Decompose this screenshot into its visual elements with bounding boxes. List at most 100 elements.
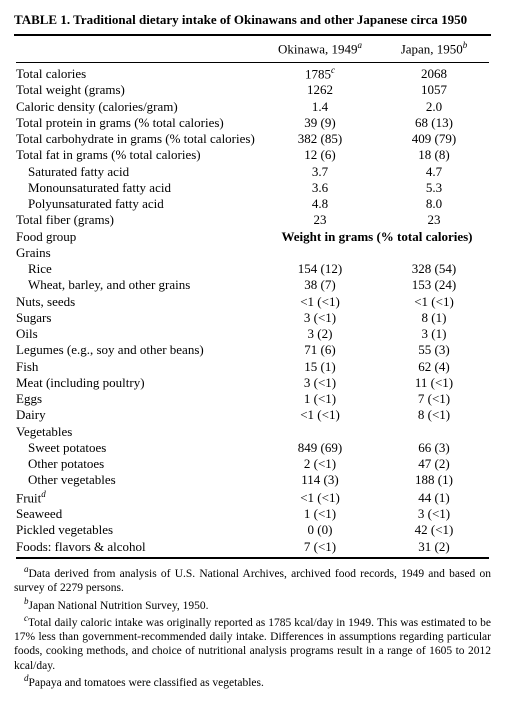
table-row: Eggs1 (<1)7 (<1)	[14, 391, 491, 407]
row-label: Legumes (e.g., soy and other beans)	[14, 342, 263, 358]
cell-okinawa: 4.8	[263, 196, 377, 212]
cell-okinawa: 382 (85)	[263, 131, 377, 147]
cell-japan: 44 (1)	[377, 489, 491, 507]
row-label: Sweet potatoes	[14, 440, 263, 456]
row-label: Other vegetables	[14, 472, 263, 488]
row-label: Total weight (grams)	[14, 82, 263, 98]
table-row: Total fiber (grams)2323	[14, 212, 491, 228]
cell-japan: 42 (<1)	[377, 522, 491, 538]
table-row: Total calories1785c2068	[14, 65, 491, 83]
table-row: Grains	[14, 245, 491, 261]
cell-japan: 18 (8)	[377, 147, 491, 163]
row-label: Meat (including poultry)	[14, 375, 263, 391]
food-group-label: Food group	[14, 229, 263, 245]
cell-japan: 8 (1)	[377, 310, 491, 326]
cell-okinawa: 12 (6)	[263, 147, 377, 163]
cell-japan: 3 (<1)	[377, 506, 491, 522]
data-table: Okinawa, 1949a Japan, 1950b Total calori…	[14, 38, 491, 561]
row-label: Eggs	[14, 391, 263, 407]
cell-japan: 328 (54)	[377, 261, 491, 277]
column-header-row: Okinawa, 1949a Japan, 1950b	[14, 38, 491, 60]
cell-japan: 68 (13)	[377, 115, 491, 131]
table-row: Caloric density (calories/gram)1.42.0	[14, 99, 491, 115]
cell-okinawa: 849 (69)	[263, 440, 377, 456]
cell-japan: 8 (<1)	[377, 407, 491, 423]
cell-japan: 3 (1)	[377, 326, 491, 342]
row-label: Foods: flavors & alcohol	[14, 539, 263, 555]
row-label: Nuts, seeds	[14, 294, 263, 310]
cell-okinawa: 154 (12)	[263, 261, 377, 277]
cell-okinawa: 3.7	[263, 164, 377, 180]
table-row: Sugars3 (<1)8 (1)	[14, 310, 491, 326]
table-row: Total fat in grams (% total calories)12 …	[14, 147, 491, 163]
table-row: Other vegetables114 (3)188 (1)	[14, 472, 491, 488]
footnotes: aData derived from analysis of U.S. Nati…	[14, 561, 491, 690]
table-row: Seaweed1 (<1)3 (<1)	[14, 506, 491, 522]
table-row: Pickled vegetables0 (0)42 (<1)	[14, 522, 491, 538]
table-row: Total weight (grams)12621057	[14, 82, 491, 98]
cell-japan: 62 (4)	[377, 359, 491, 375]
row-label: Caloric density (calories/gram)	[14, 99, 263, 115]
table-row: Dairy<1 (<1)8 (<1)	[14, 407, 491, 423]
cell-okinawa: 1 (<1)	[263, 506, 377, 522]
cell-japan: 66 (3)	[377, 440, 491, 456]
cell-japan: 409 (79)	[377, 131, 491, 147]
row-label: Pickled vegetables	[14, 522, 263, 538]
row-label: Total protein in grams (% total calories…	[14, 115, 263, 131]
cell-okinawa: 2 (<1)	[263, 456, 377, 472]
cell-okinawa: 1.4	[263, 99, 377, 115]
cell-okinawa: 114 (3)	[263, 472, 377, 488]
footnote: aData derived from analysis of U.S. Nati…	[14, 564, 491, 596]
rule-top	[14, 34, 491, 36]
footnote: dPapaya and tomatoes were classified as …	[14, 673, 491, 690]
row-label: Vegetables	[14, 424, 263, 440]
table-row: Nuts, seeds<1 (<1)<1 (<1)	[14, 294, 491, 310]
food-group-header-row: Food group Weight in grams (% total calo…	[14, 229, 491, 245]
table-row: Foods: flavors & alcohol7 (<1)31 (2)	[14, 539, 491, 555]
cell-okinawa: 0 (0)	[263, 522, 377, 538]
rule-bottom	[16, 557, 489, 559]
row-label: Other potatoes	[14, 456, 263, 472]
cell-japan: 2068	[377, 65, 491, 83]
cell-japan: 55 (3)	[377, 342, 491, 358]
cell-japan: 188 (1)	[377, 472, 491, 488]
cell-japan: 31 (2)	[377, 539, 491, 555]
row-label: Total carbohydrate in grams (% total cal…	[14, 131, 263, 147]
table-row: Other potatoes2 (<1)47 (2)	[14, 456, 491, 472]
cell-japan: 153 (24)	[377, 277, 491, 293]
cell-japan: 11 (<1)	[377, 375, 491, 391]
table-row: Monounsaturated fatty acid3.65.3	[14, 180, 491, 196]
cell-okinawa: <1 (<1)	[263, 294, 377, 310]
cell-japan: 7 (<1)	[377, 391, 491, 407]
row-label: Total fat in grams (% total calories)	[14, 147, 263, 163]
col-header-okinawa: Okinawa, 1949a	[263, 38, 377, 60]
cell-okinawa: 1785c	[263, 65, 377, 83]
cell-japan: <1 (<1)	[377, 294, 491, 310]
table-row: Sweet potatoes849 (69)66 (3)	[14, 440, 491, 456]
row-label: Monounsaturated fatty acid	[14, 180, 263, 196]
row-label: Seaweed	[14, 506, 263, 522]
col-header-japan: Japan, 1950b	[377, 38, 491, 60]
cell-okinawa: 23	[263, 212, 377, 228]
cell-okinawa: 7 (<1)	[263, 539, 377, 555]
table-row: Fish15 (1)62 (4)	[14, 359, 491, 375]
cell-okinawa: 39 (9)	[263, 115, 377, 131]
table-row: Rice154 (12)328 (54)	[14, 261, 491, 277]
cell-japan: 2.0	[377, 99, 491, 115]
row-label: Total calories	[14, 65, 263, 83]
row-label: Fruitd	[14, 489, 263, 507]
table-title: TABLE 1. Traditional dietary intake of O…	[14, 12, 491, 32]
table-row: Saturated fatty acid3.74.7	[14, 164, 491, 180]
table-row: Wheat, barley, and other grains38 (7)153…	[14, 277, 491, 293]
row-label: Fish	[14, 359, 263, 375]
footnote: bJapan National Nutrition Survey, 1950.	[14, 596, 491, 613]
cell-japan: 4.7	[377, 164, 491, 180]
cell-okinawa: <1 (<1)	[263, 489, 377, 507]
cell-okinawa: 38 (7)	[263, 277, 377, 293]
rule-under-header	[16, 62, 489, 63]
table-row: Total carbohydrate in grams (% total cal…	[14, 131, 491, 147]
row-label: Dairy	[14, 407, 263, 423]
row-label: Oils	[14, 326, 263, 342]
cell-okinawa: 1 (<1)	[263, 391, 377, 407]
table-row: Legumes (e.g., soy and other beans)71 (6…	[14, 342, 491, 358]
